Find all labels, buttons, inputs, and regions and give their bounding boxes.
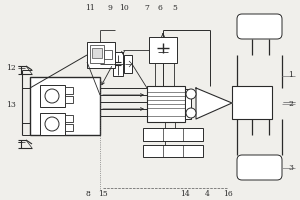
Bar bbox=[113, 52, 123, 76]
Circle shape bbox=[45, 117, 59, 131]
Bar bbox=[185, 89, 191, 119]
Bar bbox=[65, 87, 73, 94]
Bar bbox=[232, 86, 272, 119]
Circle shape bbox=[186, 89, 196, 99]
Text: 10: 10 bbox=[119, 4, 129, 12]
Bar bbox=[65, 124, 73, 131]
Text: 15: 15 bbox=[98, 190, 108, 198]
Circle shape bbox=[186, 108, 196, 118]
Text: 5: 5 bbox=[172, 4, 177, 12]
Text: 11: 11 bbox=[85, 4, 95, 12]
Text: 12: 12 bbox=[6, 64, 16, 72]
Text: 9: 9 bbox=[108, 4, 112, 12]
Bar bbox=[104, 50, 112, 59]
Polygon shape bbox=[196, 88, 232, 119]
Text: 14: 14 bbox=[180, 190, 190, 198]
Bar bbox=[149, 37, 177, 63]
Text: 2: 2 bbox=[289, 100, 293, 108]
Circle shape bbox=[45, 89, 59, 103]
Bar bbox=[40, 85, 65, 107]
Text: 13: 13 bbox=[6, 101, 16, 109]
Text: 4: 4 bbox=[205, 190, 209, 198]
Bar bbox=[143, 128, 203, 141]
Text: 1: 1 bbox=[289, 71, 293, 79]
Bar bbox=[65, 115, 73, 122]
FancyBboxPatch shape bbox=[237, 155, 282, 180]
Text: 7: 7 bbox=[145, 4, 149, 12]
Bar bbox=[65, 96, 73, 103]
Text: 16: 16 bbox=[223, 190, 233, 198]
Bar bbox=[30, 77, 100, 135]
FancyBboxPatch shape bbox=[237, 14, 282, 39]
Bar bbox=[147, 86, 185, 122]
Bar bbox=[90, 45, 104, 63]
Text: 8: 8 bbox=[85, 190, 90, 198]
Bar bbox=[124, 55, 132, 73]
Bar bbox=[143, 145, 203, 157]
Bar bbox=[87, 42, 115, 68]
Bar bbox=[92, 48, 102, 58]
Text: 6: 6 bbox=[158, 4, 162, 12]
Bar bbox=[40, 113, 65, 135]
Text: 3: 3 bbox=[289, 164, 293, 172]
